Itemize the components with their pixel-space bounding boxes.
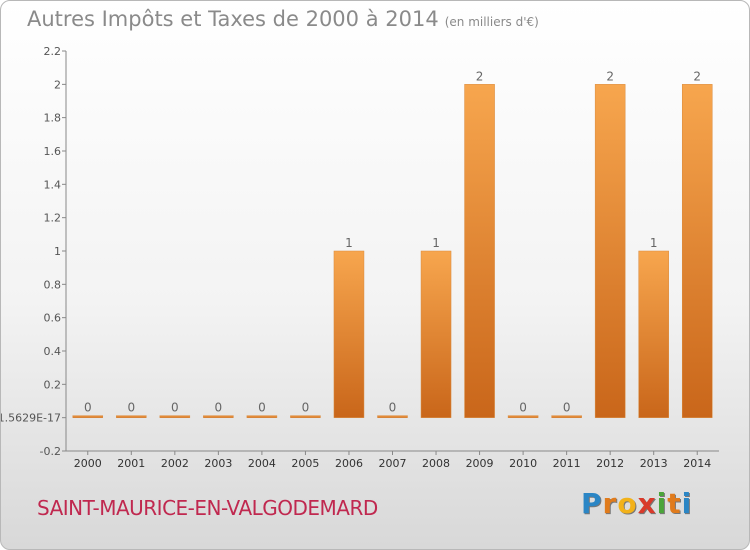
x-tick-label: 2002 [161, 457, 189, 470]
x-tick-label: 2014 [683, 457, 711, 470]
data-label: 0 [127, 401, 135, 415]
data-label: 0 [215, 401, 223, 415]
title-text: Autres Impôts et Taxes de 2000 à 2014 [27, 7, 439, 31]
bar-chart: -0.2 -1.5629E-17 0.2 0.4 0.6 0.8 1 1.2 1.4 1.6 1.8… [1, 45, 719, 470]
x-tick-label: 2006 [335, 457, 363, 470]
y-tick-label: -0.2 [40, 445, 61, 458]
data-label: 1 [650, 236, 658, 250]
commune-name: SAINT-MAURICE-EN-VALGODEMARD [37, 496, 378, 520]
x-tick-label: 2011 [553, 457, 581, 470]
bar [377, 415, 408, 418]
data-label: 0 [171, 401, 179, 415]
bar [246, 415, 278, 418]
y-tick-label: 1.4 [44, 178, 62, 191]
y-tick-label: 0.4 [44, 345, 62, 358]
data-label: 1 [345, 236, 353, 250]
y-tick-label: 2 [54, 78, 61, 91]
data-label: 0 [563, 401, 571, 415]
logo-letter: o [617, 487, 638, 520]
logo-letter: i [681, 487, 693, 520]
x-tick-label: 2012 [596, 457, 624, 470]
bar [116, 415, 147, 418]
logo-letter: i [656, 487, 668, 520]
chart-title: Autres Impôts et Taxes de 2000 à 2014 (en… [27, 7, 539, 31]
bar [464, 84, 495, 418]
bar [290, 415, 321, 418]
bar [159, 415, 191, 418]
data-label: 1 [432, 236, 440, 250]
x-tick-label: 2001 [117, 457, 145, 470]
data-label: 0 [84, 401, 92, 415]
bar [507, 415, 539, 418]
bar [638, 250, 669, 418]
y-tick-label: 0.8 [44, 278, 62, 291]
y-tick-label: 1.8 [44, 112, 62, 125]
chart-subtitle: (en milliers d'€) [444, 15, 539, 29]
y-tick-label: 1.6 [44, 145, 62, 158]
data-label: 0 [302, 401, 310, 415]
x-tick-label: 2013 [640, 457, 668, 470]
x-tick-label: 2008 [422, 457, 450, 470]
x-tick-label: 2005 [291, 457, 319, 470]
logo-letter: r [602, 487, 618, 520]
bar [681, 84, 713, 418]
proxiti-logo: Proxiti [581, 487, 692, 520]
logo-letter: x [637, 487, 657, 520]
y-tick-label: 2.2 [44, 45, 62, 58]
y-tick-label: 0.6 [44, 312, 62, 325]
y-tick-label: -1.5629E-17 [1, 412, 61, 425]
x-tick-label: 2010 [509, 457, 537, 470]
y-tick-label: 1 [54, 245, 61, 258]
data-label: 2 [606, 69, 614, 83]
logo-letter: t [667, 487, 682, 520]
bar [333, 250, 365, 418]
x-tick-label: 2004 [248, 457, 276, 470]
bar [72, 415, 104, 418]
bar [420, 250, 452, 418]
data-label: 0 [389, 401, 397, 415]
y-tick-label: 1.2 [44, 212, 62, 225]
y-tick-label: 0.2 [44, 378, 62, 391]
bar [594, 84, 626, 418]
data-label: 0 [258, 401, 266, 415]
data-label: 2 [476, 69, 484, 83]
x-tick-label: 2009 [466, 457, 494, 470]
bar [551, 415, 582, 418]
bar [203, 415, 234, 418]
logo-letter: P [581, 487, 603, 520]
x-tick-label: 2007 [379, 457, 407, 470]
data-label: 0 [519, 401, 527, 415]
x-tick-label: 2003 [204, 457, 232, 470]
data-label: 2 [693, 69, 701, 83]
x-tick-label: 2000 [74, 457, 102, 470]
